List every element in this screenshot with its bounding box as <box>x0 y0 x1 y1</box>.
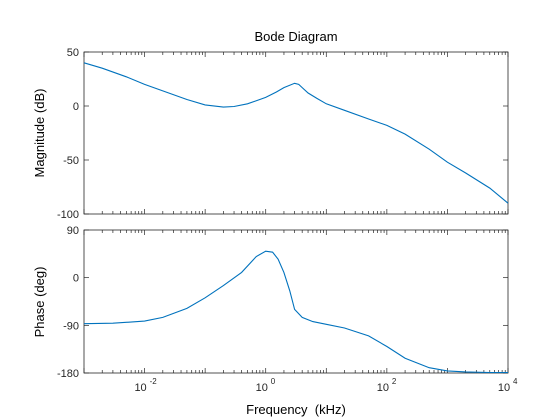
magnitude-ytick-label: 50 <box>67 47 79 59</box>
phase-ytick-label: 90 <box>67 225 79 237</box>
phase-series-line <box>83 250 508 374</box>
frequency-tick-exponent: 4 <box>513 377 518 386</box>
phase-axis-label: Phase (deg) <box>32 267 47 338</box>
frequency-tick-exponent: -2 <box>150 377 158 386</box>
magnitude-ytick-label: -100 <box>57 209 79 221</box>
magnitude-ytick-label: -50 <box>63 155 79 167</box>
frequency-tick-exponent: 0 <box>271 377 276 386</box>
magnitude-series-line <box>83 62 509 204</box>
frequency-axis-label: Frequency (kHz) <box>246 402 346 417</box>
magnitude-axis-label: Magnitude (dB) <box>32 89 47 178</box>
frequency-tick-label: 10 <box>377 382 389 394</box>
frequency-tick-label: 10 <box>134 382 146 394</box>
phase-ytick-label: 0 <box>73 273 79 285</box>
phase-axes: 90 0 -90 -180 <box>57 225 509 380</box>
magnitude-ytick-label: 0 <box>73 101 79 113</box>
phase-ytick-label: -90 <box>63 320 79 332</box>
phase-ytick-label: -180 <box>57 368 79 380</box>
frequency-tick-label: 10 <box>256 382 268 394</box>
chart-title: Bode Diagram <box>254 29 337 44</box>
magnitude-axes: 50 0 -50 -100 <box>57 47 509 221</box>
frequency-tick-label: 10 <box>498 382 510 394</box>
magnitude-frame <box>83 51 509 215</box>
frequency-tick-exponent: 2 <box>392 377 397 386</box>
phase-frame <box>83 229 509 374</box>
